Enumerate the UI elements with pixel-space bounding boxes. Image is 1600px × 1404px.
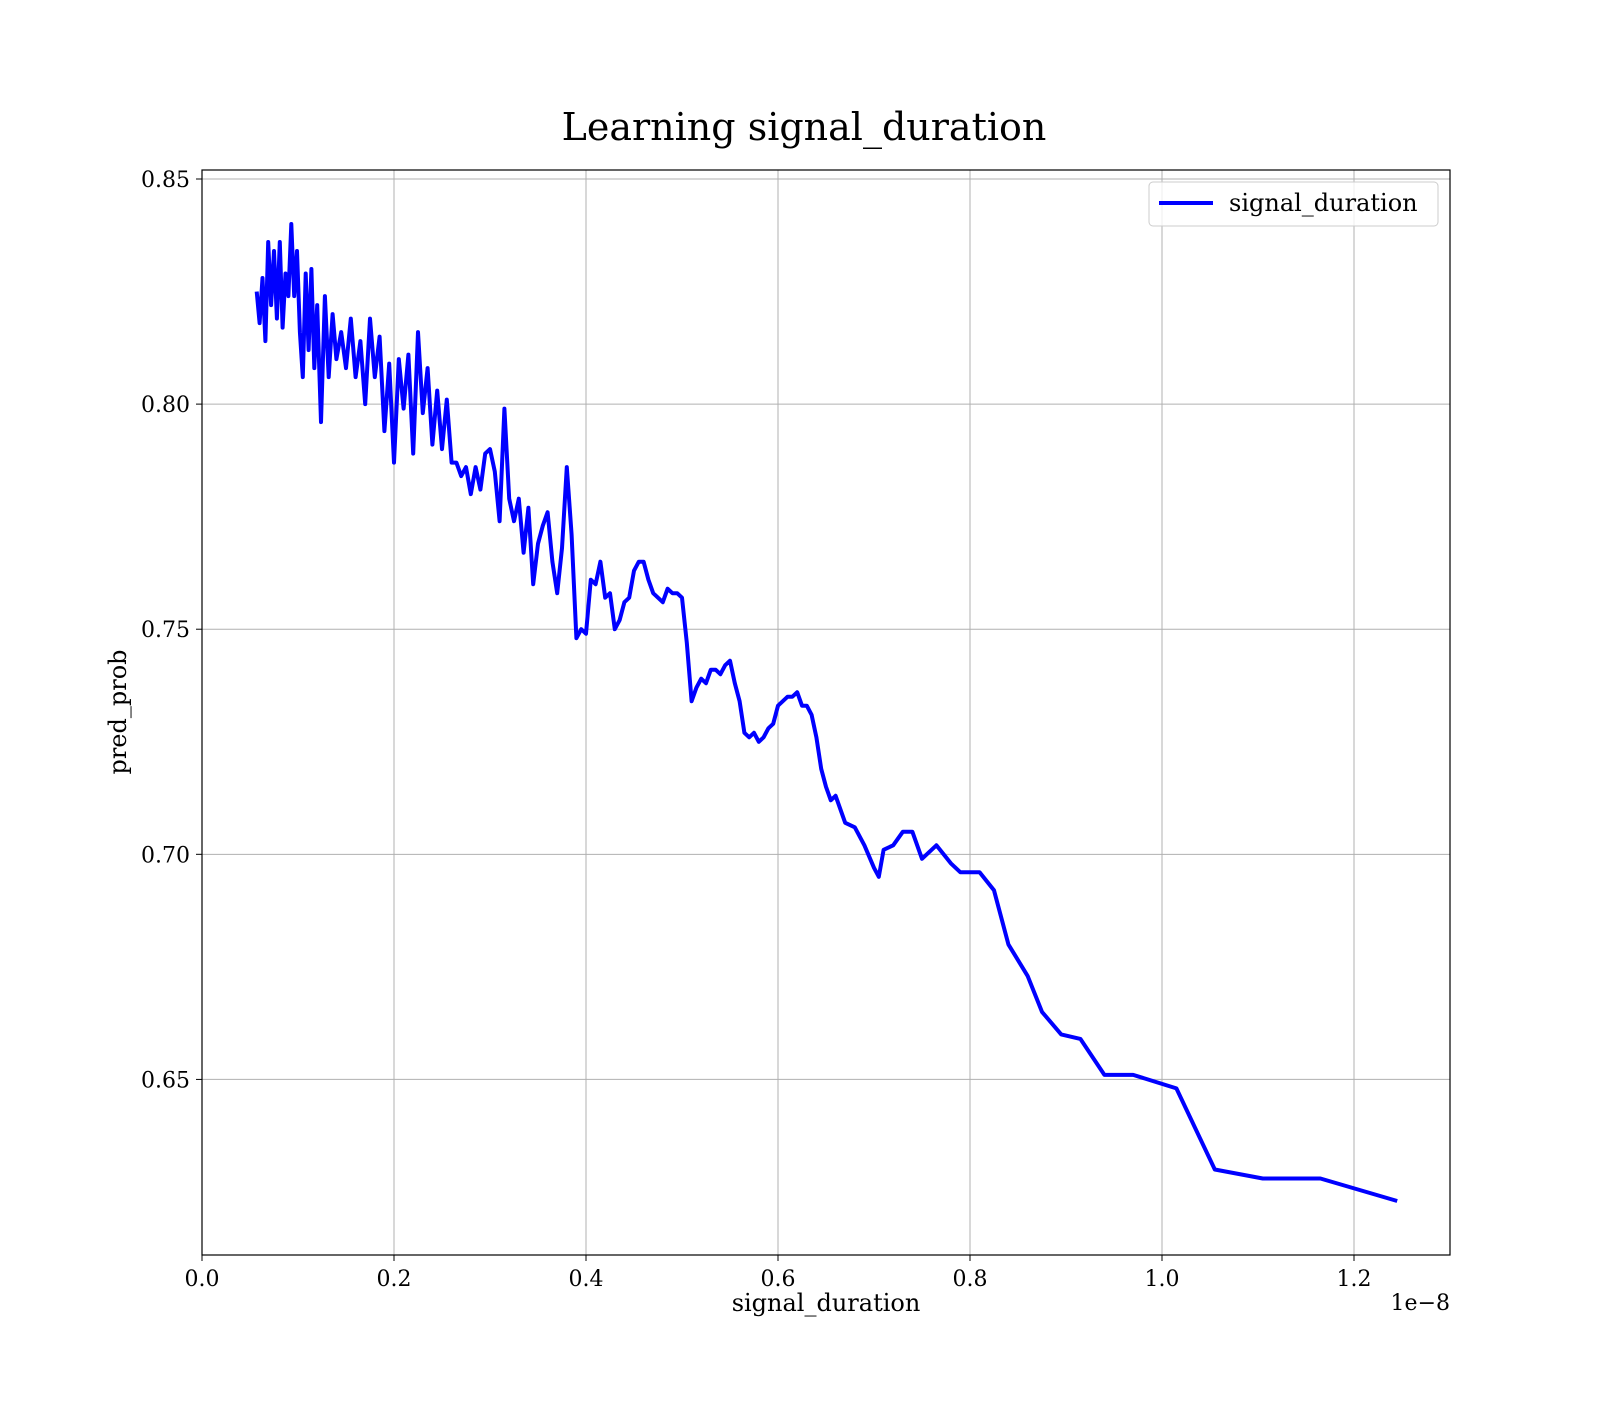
y-tick-label: 0.65 <box>141 1068 190 1093</box>
x-tick-label: 1.2 <box>1337 1267 1372 1292</box>
legend-box <box>1148 181 1439 227</box>
chart-title: Learning signal_duration <box>562 105 1047 150</box>
legend-label: signal_duration <box>1229 189 1418 217</box>
y-axis-label: pred_prob <box>104 649 132 774</box>
series-line <box>254 222 1398 1203</box>
x-axis-offset-label: 1e−8 <box>1391 1291 1450 1316</box>
x-tick-label: 0.2 <box>377 1267 412 1292</box>
x-tick-label: 0.6 <box>761 1267 796 1292</box>
x-tick-label: 0.8 <box>953 1267 988 1292</box>
x-tick-label: 0.4 <box>569 1267 604 1292</box>
y-tick-label: 0.75 <box>141 618 190 643</box>
tick-layer: 0.0 0.2 0.4 0.6 0.8 1.0 1.2 0.65 0.70 0.75 0.80 0.8… <box>141 168 1371 1292</box>
y-tick-label: 0.70 <box>141 843 190 868</box>
x-axis-label: signal_duration <box>732 1289 921 1317</box>
y-tick-label: 0.85 <box>141 168 190 193</box>
series-layer <box>254 222 1398 1203</box>
legend: signal_duration <box>1148 181 1439 227</box>
y-tick-label: 0.80 <box>141 393 190 418</box>
plot-frame <box>201 169 1451 1256</box>
x-tick-label: 1.0 <box>1145 1267 1180 1292</box>
x-tick-label: 0.0 <box>185 1267 220 1292</box>
grid-layer <box>201 170 1450 1255</box>
